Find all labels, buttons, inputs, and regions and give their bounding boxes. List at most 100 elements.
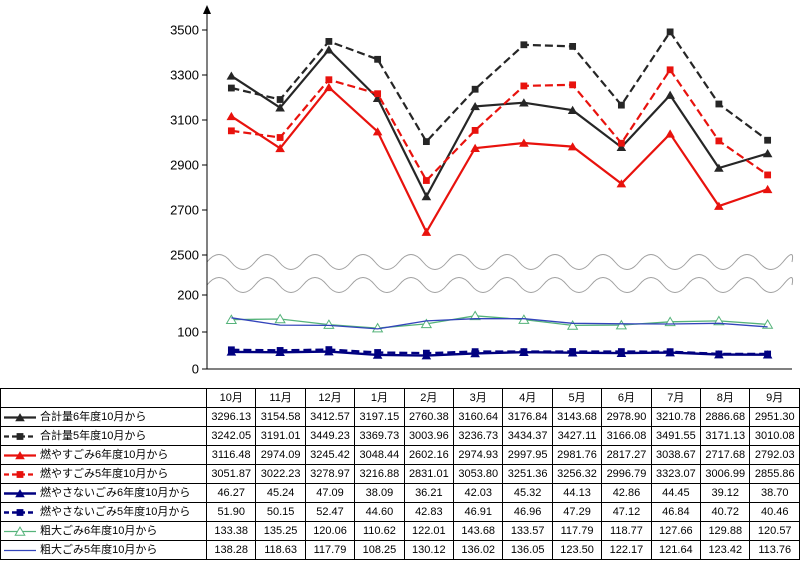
table-row: 粗大ごみ5年度10月から 138.28 118.63 117.79 108.25 130.… <box>0 540 800 560</box>
marker-triangle-open-icon <box>371 322 384 333</box>
value-cell: 44.13 <box>551 483 603 503</box>
legend-key-icon <box>4 412 36 421</box>
chart-series <box>225 310 774 333</box>
marker-square-icon <box>471 126 479 134</box>
value-cell: 38.70 <box>749 483 800 503</box>
legend-key-icon <box>4 508 36 516</box>
y-axis-tick-label: 3100 <box>170 113 199 128</box>
legend-label: 粗大ごみ6年度10月から <box>40 525 158 537</box>
marker-square-icon <box>569 43 577 50</box>
value-cell: 3216.88 <box>354 464 405 484</box>
value-cell: 2602.16 <box>403 445 455 465</box>
value-cell: 122.01 <box>403 521 455 541</box>
marker-square-icon <box>617 101 625 109</box>
legend-key-icon <box>4 470 36 478</box>
y-axis-tick-label: 0 <box>192 362 199 377</box>
marker-square-icon <box>666 66 674 74</box>
legend-key-icon <box>4 525 36 536</box>
value-cell: 129.88 <box>700 521 751 541</box>
marker-triangle-icon <box>324 45 334 54</box>
value-cell: 2792.03 <box>749 445 800 465</box>
table-row: 燃やすごみ6年度10月から 3116.48 2974.09 3245.42 3048.4… <box>0 445 800 465</box>
value-cell: 3038.67 <box>650 445 702 465</box>
chart-series <box>226 45 773 201</box>
legend-cell: 粗大ごみ5年度10月から <box>0 540 207 560</box>
value-cell: 122.17 <box>601 540 652 560</box>
y-axis-arrow-icon <box>203 5 211 14</box>
marker-square-icon <box>715 350 723 358</box>
marker-triangle-icon <box>421 192 432 201</box>
marker-triangle-icon <box>470 143 480 152</box>
y-axis-tick-label: 2500 <box>170 248 199 263</box>
marker-square-icon <box>276 347 284 354</box>
marker-triangle-icon <box>275 143 285 153</box>
value-cell: 45.32 <box>502 483 553 503</box>
marker-square-icon <box>422 177 430 184</box>
series-line <box>230 85 768 235</box>
value-cell: 47.12 <box>601 502 652 522</box>
month-header-cell: 10月 <box>205 388 257 408</box>
marker-triangle-icon <box>665 90 675 99</box>
marker-square-icon <box>227 346 235 354</box>
value-cell: 133.38 <box>205 521 257 541</box>
legend-header-cell <box>0 388 207 408</box>
series-line <box>231 317 768 330</box>
value-cell: 118.63 <box>255 540 306 560</box>
value-cell: 3427.11 <box>551 426 603 446</box>
marker-square-icon <box>569 81 577 89</box>
y-axis-tick-label: 200 <box>177 288 199 303</box>
value-cell: 3242.05 <box>205 426 257 446</box>
month-header-cell: 12月 <box>304 388 356 408</box>
marker-triangle-icon <box>616 179 627 188</box>
marker-square-icon <box>764 171 772 179</box>
value-cell: 123.42 <box>700 540 751 560</box>
legend-key-icon <box>4 432 36 440</box>
chart-series <box>227 66 772 184</box>
marker-triangle-icon <box>275 103 285 112</box>
marker-triangle-icon <box>762 149 773 158</box>
value-cell: 121.64 <box>650 540 702 560</box>
value-cell: 3323.07 <box>650 464 702 484</box>
value-cell: 3010.08 <box>749 426 800 446</box>
marker-triangle-icon <box>15 450 25 459</box>
value-cell: 3236.73 <box>453 426 504 446</box>
value-cell: 52.47 <box>304 502 356 522</box>
marker-square-icon <box>16 508 24 516</box>
value-cell: 120.06 <box>304 521 356 541</box>
marker-triangle-icon <box>519 98 529 107</box>
chart-area: 3500 3300 3100 2900 2700 2500 200 100 0 <box>170 5 794 377</box>
marker-triangle-open-icon <box>420 318 433 329</box>
value-cell: 3051.87 <box>205 464 257 484</box>
value-cell: 3166.08 <box>601 426 652 446</box>
value-cell: 51.90 <box>205 502 257 522</box>
value-cell: 2886.68 <box>700 407 751 427</box>
value-cell: 3022.23 <box>255 464 306 484</box>
value-cell: 38.09 <box>354 483 405 503</box>
marker-triangle-icon <box>714 201 724 210</box>
legend-cell: 合計量6年度10月から <box>0 407 207 427</box>
value-cell: 110.62 <box>354 521 405 541</box>
value-cell: 135.25 <box>255 521 306 541</box>
table-row: 合計量5年度10月から 3242.05 3191.01 3449.23 3369.73 3… <box>0 426 800 446</box>
month-header-cell: 1月 <box>354 388 405 408</box>
chart-series <box>226 82 773 236</box>
value-cell: 123.50 <box>551 540 603 560</box>
series-line <box>231 67 769 183</box>
table-header-row: 10月 11月 12月 1月 2月 3月 4月 5月 6月 7月 8月 9月 <box>0 388 800 408</box>
chart-series <box>227 346 772 358</box>
value-cell: 36.21 <box>403 483 455 503</box>
chart-series <box>227 28 772 146</box>
marker-triangle-icon <box>421 227 432 236</box>
value-cell: 3048.44 <box>354 445 405 465</box>
value-cell: 3116.48 <box>205 445 257 465</box>
marker-square-icon <box>276 134 284 141</box>
value-cell: 3449.23 <box>304 426 356 446</box>
value-cell: 3434.37 <box>502 426 553 446</box>
marker-square-icon <box>617 348 625 355</box>
legend-cell: 合計量5年度10月から <box>0 426 207 446</box>
marker-square-icon <box>422 349 430 357</box>
value-cell: 46.84 <box>650 502 702 522</box>
value-cell: 3256.32 <box>551 464 603 484</box>
marker-triangle-icon <box>567 105 578 114</box>
legend-cell: 燃やすごみ5年度10月から <box>0 464 207 484</box>
